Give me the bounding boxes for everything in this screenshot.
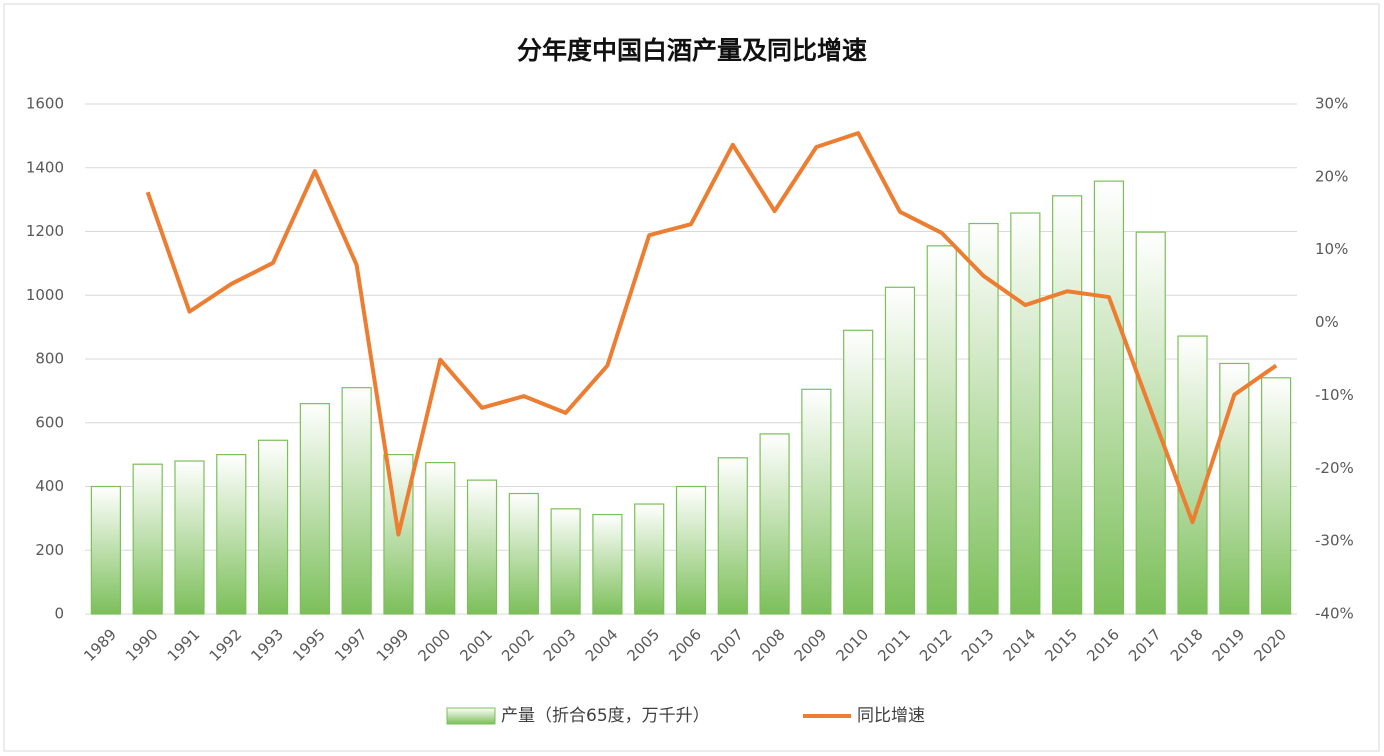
y-tick-label: 400 [35, 477, 64, 495]
line [145, 131, 1278, 537]
y2-tick-label: -10% [1315, 386, 1354, 404]
bar [968, 222, 999, 615]
legend-swatch [446, 707, 496, 725]
y-tick-label: 0 [54, 605, 64, 623]
bar [1261, 377, 1292, 615]
y2-tick-label: 10% [1315, 240, 1348, 258]
y2-tick-label: 30% [1315, 95, 1348, 113]
bar [717, 457, 748, 615]
chart-title: 分年度中国白酒产量及同比增速 [517, 36, 867, 65]
bar [216, 454, 247, 615]
bar [550, 508, 581, 615]
bar [801, 388, 832, 615]
y-tick-label: 1200 [26, 222, 64, 240]
y2-tick-label: -40% [1315, 605, 1354, 623]
bar [759, 433, 790, 615]
bar [592, 513, 623, 615]
bar [132, 463, 163, 615]
bar [926, 245, 957, 615]
bar [884, 286, 916, 615]
bar [90, 485, 121, 615]
y-tick-label: 1400 [26, 158, 64, 176]
bar [1093, 180, 1125, 615]
y-tick-label: 800 [35, 350, 64, 368]
bar [425, 461, 456, 615]
y-tick-label: 1000 [26, 286, 64, 304]
bar [634, 503, 665, 615]
bar [1177, 335, 1208, 615]
y-tick-label: 200 [35, 541, 64, 559]
bar [257, 439, 289, 615]
bar [1135, 231, 1166, 615]
y2-tick-label: -30% [1315, 532, 1354, 550]
bar [675, 485, 707, 615]
legend-label: 同比增速 [857, 706, 925, 726]
bar [508, 492, 539, 615]
bar [843, 329, 874, 615]
legend-label: 产量（折合65度，万千升） [501, 706, 710, 726]
y2-tick-label: 0% [1315, 313, 1339, 331]
bar [1010, 212, 1041, 615]
bar [1219, 362, 1250, 615]
bar [341, 387, 372, 615]
bar [1052, 195, 1083, 615]
y-tick-label: 600 [35, 413, 64, 431]
y-tick-label: 1600 [26, 95, 64, 113]
bar [466, 479, 498, 615]
y2-tick-label: -20% [1315, 459, 1354, 477]
y2-tick-label: 20% [1315, 167, 1348, 185]
bar [174, 460, 205, 615]
bar [299, 403, 330, 615]
